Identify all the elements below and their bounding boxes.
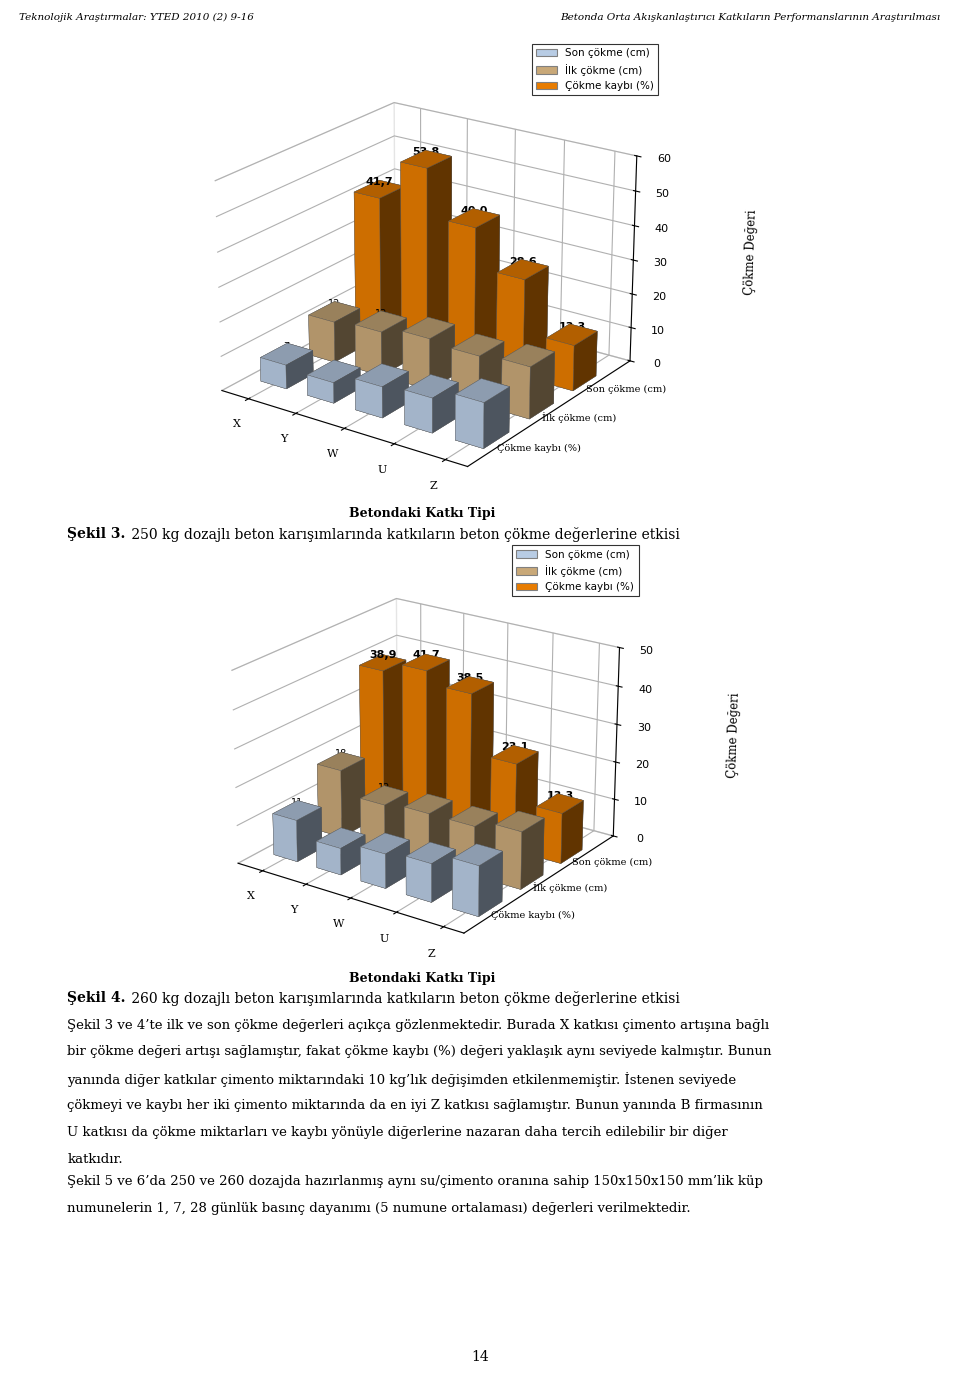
Text: Betondaki Katkı Tipi: Betondaki Katkı Tipi [349,972,495,984]
Text: 260 kg dozajlı beton karışımlarında katkıların beton çökme değerlerine etkisi: 260 kg dozajlı beton karışımlarında katk… [127,991,680,1006]
Text: Şekil 4.: Şekil 4. [67,991,126,1005]
Text: Teknolojik Araştırmalar: YTED 2010 (2) 9-16: Teknolojik Araştırmalar: YTED 2010 (2) 9… [19,12,254,22]
Text: numunelerin 1, 7, 28 günlük basınç dayanımı (5 numune ortalaması) değerleri veri: numunelerin 1, 7, 28 günlük basınç dayan… [67,1202,691,1215]
Text: Şekil 5 ve 6’da 250 ve 260 dozajda hazırlanmış aynı su/çimento oranına sahip 150: Şekil 5 ve 6’da 250 ve 260 dozajda hazır… [67,1175,763,1187]
Text: çökmeyi ve kaybı her iki çimento miktarında da en iyi Z katkısı sağlamıştır. Bun: çökmeyi ve kaybı her iki çimento miktarı… [67,1100,763,1113]
Text: Şekil 3 ve 4’te ilk ve son çökme değerleri açıkça gözlenmektedir. Burada X katkı: Şekil 3 ve 4’te ilk ve son çökme değerle… [67,1019,769,1031]
Text: Şekil 3.: Şekil 3. [67,527,126,540]
Text: U katkısı da çökme miktarları ve kaybı yönüyle diğerlerine nazaran daha tercih e: U katkısı da çökme miktarları ve kaybı y… [67,1126,728,1139]
Text: katkıdır.: katkıdır. [67,1153,123,1166]
Legend: Son çökme (cm), İlk çökme (cm), Çökme kaybı (%): Son çökme (cm), İlk çökme (cm), Çökme ka… [532,44,658,95]
Text: bir çökme değeri artışı sağlamıştır, fakat çökme kaybı (%) değeri yaklaşık aynı : bir çökme değeri artışı sağlamıştır, fak… [67,1045,772,1059]
Text: yanında diğer katkılar çimento miktarındaki 10 kg’lık değişimden etkilenmemiştir: yanında diğer katkılar çimento miktarınd… [67,1072,736,1088]
Text: 250 kg dozajlı beton karışımlarında katkıların beton çökme değerlerine etkisi: 250 kg dozajlı beton karışımlarında katk… [127,527,680,542]
Legend: Son çökme (cm), İlk çökme (cm), Çökme kaybı (%): Son çökme (cm), İlk çökme (cm), Çökme ka… [512,546,638,596]
Text: Betonda Orta Akışkanlaştırıcı Katkıların Performanslarının Araştırılması: Betonda Orta Akışkanlaştırıcı Katkıların… [561,12,941,22]
Text: Betondaki Katkı Tipi: Betondaki Katkı Tipi [349,507,495,520]
Text: 14: 14 [471,1350,489,1364]
